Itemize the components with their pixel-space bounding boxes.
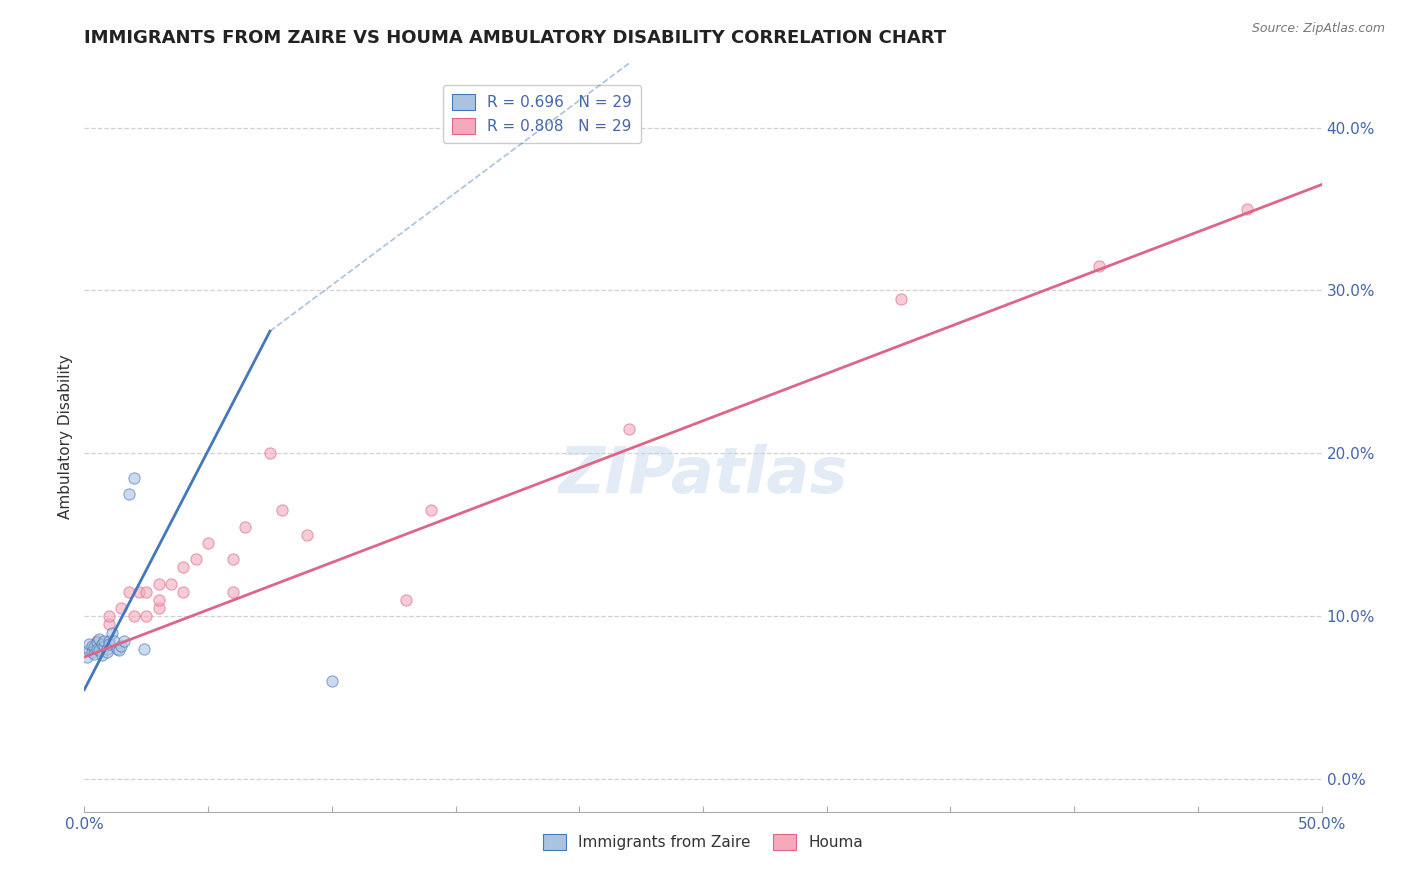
Point [271, 503, 294, 517]
Legend: Immigrants from Zaire, Houma: Immigrants from Zaire, Houma [537, 829, 869, 856]
Point [79, 637, 101, 651]
Point [132, 641, 155, 656]
Text: IMMIGRANTS FROM ZAIRE VS HOUMA AMBULATORY DISABILITY CORRELATION CHART: IMMIGRANTS FROM ZAIRE VS HOUMA AMBULATOR… [84, 29, 946, 47]
Text: ZIPatlas: ZIPatlas [558, 443, 848, 506]
Text: Source: ZipAtlas.com: Source: ZipAtlas.com [1251, 22, 1385, 36]
Point [89, 643, 111, 657]
Point [890, 292, 912, 306]
Point [89, 632, 111, 646]
Point [90, 648, 112, 663]
Point [128, 584, 150, 599]
Point [103, 633, 125, 648]
Point [148, 593, 170, 607]
Point [395, 593, 418, 607]
Point [93, 633, 115, 648]
Point [93, 639, 115, 653]
Point [148, 576, 170, 591]
Point [98, 637, 121, 651]
Point [96, 645, 118, 659]
Point [86, 641, 108, 656]
Point [83, 640, 105, 655]
Point [321, 674, 343, 689]
Point [98, 633, 121, 648]
Point [233, 519, 256, 533]
Point [98, 609, 121, 624]
Point [172, 560, 194, 574]
Point [259, 446, 281, 460]
Point [100, 625, 122, 640]
Point [76, 650, 98, 665]
Point [295, 528, 318, 542]
Point [86, 633, 108, 648]
Point [135, 584, 157, 599]
Point [1236, 202, 1258, 216]
Point [222, 552, 245, 566]
Point [118, 584, 141, 599]
Point [79, 643, 101, 657]
Point [110, 601, 132, 615]
Point [80, 645, 103, 659]
Point [96, 641, 118, 656]
Point [197, 536, 219, 550]
Point [122, 609, 145, 624]
Point [118, 487, 141, 501]
Point [160, 576, 183, 591]
Point [105, 641, 128, 656]
Point [222, 584, 245, 599]
Point [122, 471, 145, 485]
Point [86, 635, 108, 649]
Point [110, 639, 132, 653]
Point [1088, 259, 1111, 273]
Point [419, 503, 441, 517]
Point [90, 637, 112, 651]
Point [184, 552, 207, 566]
Y-axis label: Ambulatory Disability: Ambulatory Disability [58, 355, 73, 519]
Point [112, 633, 135, 648]
Point [108, 643, 131, 657]
Point [617, 422, 640, 436]
Point [83, 647, 105, 661]
Point [135, 609, 157, 624]
Point [172, 584, 194, 599]
Point [148, 601, 170, 615]
Point [80, 639, 103, 653]
Point [98, 617, 121, 632]
